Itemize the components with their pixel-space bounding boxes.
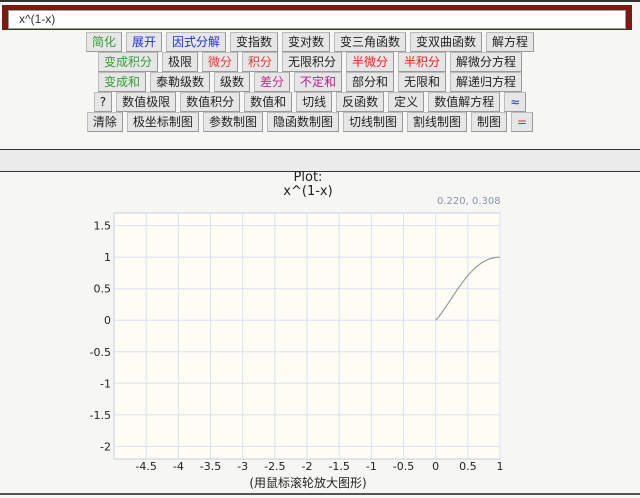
toolbar-button[interactable]: 割线制图 [406,112,467,132]
x-tick-label: -4 [173,460,184,473]
toolbar-button[interactable]: 变双曲函数 [410,32,483,52]
x-tick-label: -2 [302,460,313,473]
toolbar-button[interactable]: 半积分 [398,52,447,72]
toolbar-button[interactable]: 积分 [241,52,278,72]
y-tick-label: 1 [104,251,111,264]
toolbar-button[interactable]: 变三角函数 [334,32,407,52]
y-tick-label: -1 [100,377,111,390]
toolbar-button[interactable]: 不定和 [294,72,343,92]
toolbar-button[interactable]: 无限积分 [282,52,343,72]
x-tick-label: 0 [432,460,439,473]
toolbar-button[interactable]: 展开 [125,32,162,52]
plot-title: Plot: [293,170,323,185]
toolbar-button[interactable]: 简化 [85,32,122,52]
toolbar-button[interactable]: = [511,112,534,132]
toolbar-button[interactable]: 无限和 [398,72,447,92]
x-tick-label: -3 [237,460,248,473]
coord-readout: 0.220, 0.308 [437,196,501,207]
toolbar-button[interactable]: 变对数 [282,32,331,52]
x-tick-label: -1 [366,460,377,473]
toolbar-row: 变成和 泰勒级数 级数 差分 不定和 部分和 无限和 解递归方程 [0,72,620,92]
toolbar-button[interactable]: 部分和 [346,72,395,92]
toolbar-button[interactable]: 参数制图 [202,112,263,132]
y-tick-label: -1.5 [90,409,111,422]
toolbar-button[interactable]: 半微分 [346,52,395,72]
expression-input-frame [2,5,632,30]
toolbar-button[interactable]: ≈ [504,92,527,112]
toolbar-button[interactable]: 切线制图 [342,112,403,132]
x-tick-label: -2.5 [264,460,285,473]
toolbar-button[interactable]: 差分 [253,72,290,92]
toolbar-button[interactable]: ? [93,92,113,112]
x-tick-label: 1 [497,460,504,473]
x-tick-label: 0.5 [459,460,477,473]
toolbar-button[interactable]: 因式分解 [165,32,226,52]
toolbar-row: 清除 极坐标制图 参数制图 隐函数制图 切线制图 割线制图 制图 = [0,112,620,132]
y-tick-label: 1.5 [94,220,112,233]
divider-band [0,150,640,171]
toolbar-button[interactable]: 数值解方程 [428,92,501,112]
toolbar-button[interactable]: 变成积分 [97,52,158,72]
top-border [0,0,640,2]
divider-bottom [0,171,640,172]
x-tick-label: -0.5 [393,460,414,473]
y-tick-label: -0.5 [90,346,111,359]
toolbar-button[interactable]: 数值积分 [180,92,241,112]
toolbar-button[interactable]: 切线 [296,92,333,112]
toolbar-row: 简化 展开 因式分解 变指数 变对数 变三角函数 变双曲函数 解方程 [0,32,620,52]
toolbar-button[interactable]: 清除 [86,112,123,132]
toolbar-button[interactable]: 微分 [201,52,238,72]
x-tick-label: -3.5 [200,460,221,473]
toolbar-button[interactable]: 变指数 [229,32,278,52]
toolbar-button[interactable]: 解递归方程 [450,72,523,92]
function-toolbar: 简化 展开 因式分解 变指数 变对数 变三角函数 变双曲函数 解方程 变成积分 极限 微分 积分 无限积… [0,32,620,132]
x-tick-label: -4.5 [135,460,156,473]
zoom-hint: (用鼠标滚轮放大图形) [249,476,367,490]
toolbar-row: ? 数值极限 数值积分 数值和 切线 反函数 定义 数值解方程 ≈ [0,92,620,112]
toolbar-button[interactable]: 解方程 [486,32,535,52]
y-tick-label: -2 [100,440,111,453]
x-tick-label: -1.5 [328,460,349,473]
expression-input[interactable] [8,9,626,29]
toolbar-button[interactable]: 级数 [213,72,250,92]
toolbar-button[interactable]: 极坐标制图 [126,112,199,132]
divider-top [0,149,640,150]
toolbar-button[interactable]: 数值极限 [116,92,177,112]
plot-function: x^(1-x) [283,184,333,199]
toolbar-button[interactable]: 极限 [161,52,198,72]
toolbar-button[interactable]: 解微分方程 [450,52,523,72]
toolbar-button[interactable]: 数值和 [244,92,293,112]
toolbar-row: 变成积分 极限 微分 积分 无限积分 半微分 半积分 解微分方程 [0,52,620,72]
toolbar-button[interactable]: 变成和 [97,72,146,92]
toolbar-button[interactable]: 隐函数制图 [266,112,339,132]
toolbar-button[interactable]: 定义 [388,92,425,112]
toolbar-button[interactable]: 反函数 [336,92,385,112]
bottom-border [0,493,640,495]
toolbar-button[interactable]: 泰勒级数 [149,72,210,92]
y-tick-label: 0.5 [94,283,112,296]
toolbar-button[interactable]: 制图 [471,112,508,132]
y-tick-label: 0 [104,314,111,327]
function-curve [435,256,500,321]
